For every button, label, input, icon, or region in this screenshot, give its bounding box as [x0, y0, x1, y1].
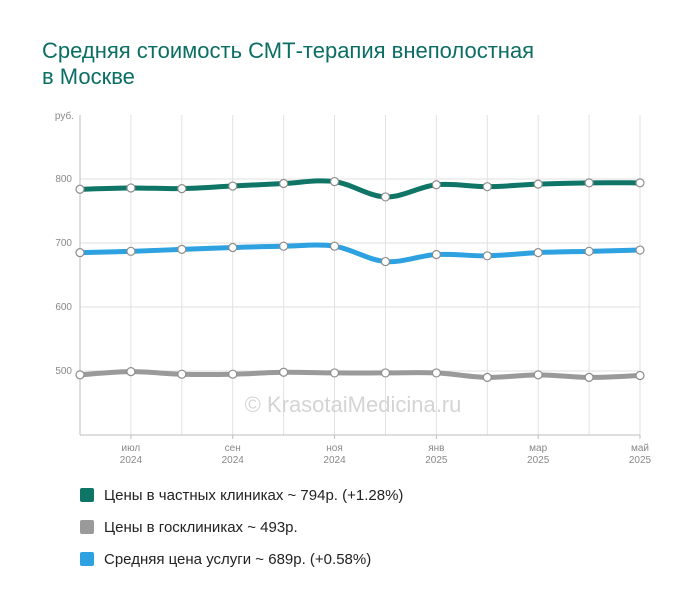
axes: 500600700800руб.июл2024сен2024ноя2024янв…	[55, 110, 652, 466]
data-point	[635, 245, 645, 255]
data-point	[228, 181, 238, 191]
data-point	[329, 241, 340, 251]
legend-item[interactable]: Средняя цена услуги ~ 689р. (+0.58%)	[80, 550, 403, 568]
x-tick-label-month: сен	[225, 443, 241, 454]
y-tick-label: 600	[55, 302, 72, 313]
data-point	[279, 241, 289, 251]
data-point	[533, 370, 543, 380]
legend-swatch	[80, 488, 94, 502]
data-point	[177, 244, 187, 254]
x-tick-label-year: 2025	[527, 455, 550, 466]
x-tick-label-month: янв	[428, 443, 444, 454]
x-tick-label-month: ноя	[326, 443, 343, 454]
data-point	[329, 368, 340, 378]
line-chart: © KrasotaiMedicina.ru 500 600 700 800 руб. ию…	[55, 110, 652, 466]
legend: Цены в частных клиниках ~ 794р. (+1.28%)…	[80, 486, 403, 582]
data-point	[431, 368, 441, 378]
data-point	[75, 370, 85, 380]
data-point	[228, 242, 238, 253]
data-point	[482, 182, 492, 192]
series-3	[75, 241, 645, 267]
x-tick-label-year: 2025	[629, 455, 652, 466]
data-point	[584, 246, 594, 256]
data-point	[482, 251, 492, 261]
data-point	[126, 183, 136, 193]
data-point	[279, 178, 289, 189]
y-tick-label: 700	[55, 238, 72, 249]
data-point	[329, 176, 340, 187]
series-line	[77, 369, 643, 380]
legend-swatch	[80, 552, 94, 566]
data-point	[533, 248, 543, 258]
legend-label: Цены в госклиниках ~ 493р.	[104, 518, 298, 536]
data-point	[533, 179, 543, 189]
x-tick-label-year: 2024	[222, 455, 245, 466]
data-point	[380, 368, 391, 378]
data-point	[584, 372, 594, 382]
x-tick-label-month: май	[631, 443, 649, 454]
series	[75, 176, 645, 382]
series-line	[77, 178, 643, 200]
data-point	[635, 370, 645, 381]
data-point	[126, 246, 136, 256]
data-point	[75, 248, 85, 258]
data-point	[482, 372, 492, 382]
x-tick-label-year: 2025	[425, 455, 448, 466]
data-point	[279, 367, 289, 377]
y-tick-label: 800	[55, 174, 72, 185]
data-point	[635, 178, 645, 188]
series-2	[75, 367, 645, 382]
data-point	[380, 192, 391, 202]
legend-item[interactable]: Цены в частных клиниках ~ 794р. (+1.28%)	[80, 486, 403, 504]
y-axis-label: руб.	[55, 110, 74, 122]
data-point	[380, 256, 391, 267]
data-point	[431, 249, 441, 260]
x-tick-label-year: 2024	[120, 455, 143, 466]
legend-label: Средняя цена услуги ~ 689р. (+0.58%)	[104, 550, 372, 568]
series-line	[77, 242, 643, 265]
y-tick-label: 500	[55, 366, 72, 377]
data-point	[431, 180, 441, 190]
x-tick-label-month: июл	[122, 443, 141, 454]
legend-label: Цены в частных клиниках ~ 794р. (+1.28%)	[104, 486, 404, 504]
data-point	[177, 369, 187, 379]
chart-title-line-2: в Москве	[42, 64, 135, 89]
legend-item[interactable]: Цены в госклиниках ~ 493р.	[80, 518, 403, 536]
data-point	[228, 369, 238, 379]
chart-title: Средняя стоимость СМТ-терапия внеполостн…	[42, 38, 662, 90]
grid	[79, 115, 641, 435]
data-point	[584, 178, 594, 188]
legend-swatch	[80, 520, 94, 534]
watermark: © KrasotaiMedicina.ru	[245, 392, 462, 417]
data-point	[177, 184, 187, 194]
x-tick-label-month: мар	[529, 443, 547, 454]
x-tick-label-year: 2024	[323, 455, 346, 466]
chart-title-line-1: Средняя стоимость СМТ-терапия внеполостн…	[42, 38, 535, 63]
data-point	[75, 184, 85, 194]
data-point	[126, 367, 136, 377]
series-1	[75, 176, 645, 202]
